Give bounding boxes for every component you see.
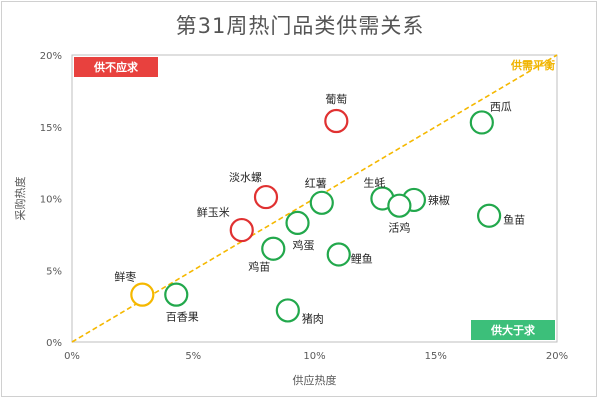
- y-axis-label: 采购热度: [13, 177, 27, 221]
- zone-badge: [74, 57, 158, 77]
- point-label: 红薯: [305, 177, 327, 190]
- point-label: 鸡苗: [248, 260, 270, 274]
- point-label: 猪肉: [302, 312, 324, 325]
- y-tick-label: 10%: [40, 195, 62, 206]
- y-tick-label: 15%: [40, 123, 62, 134]
- x-tick-label: 10%: [303, 351, 325, 362]
- point-label: 鲜枣: [114, 270, 136, 284]
- zone-label: 供不应求: [93, 60, 139, 74]
- point-label: 鲤鱼: [351, 251, 373, 265]
- scatter-point: [309, 190, 334, 215]
- scatter-point: [229, 217, 254, 243]
- scatter-point: [285, 210, 310, 235]
- y-tick-label: 5%: [46, 266, 62, 277]
- scatter-point: [326, 242, 351, 267]
- point-label: 鲜玉米: [197, 205, 230, 219]
- scatter-point: [164, 282, 189, 307]
- scatter-point: [477, 203, 502, 228]
- balance-line-label: 供需平衡: [510, 58, 555, 72]
- point-label: 生蚝: [363, 176, 385, 190]
- y-tick-label: 0%: [46, 338, 62, 349]
- scatter-point: [469, 110, 494, 135]
- zone-label: 供大于求: [490, 323, 536, 337]
- point-label: 葡萄: [325, 93, 347, 106]
- plot-area: [71, 54, 558, 343]
- x-tick-label: 15%: [425, 351, 447, 362]
- scatter-point: [324, 108, 349, 134]
- x-tick-label: 0%: [64, 351, 80, 362]
- point-label: 鱼苗: [503, 213, 525, 227]
- scatter-point: [275, 298, 300, 323]
- point-label: 西瓜: [490, 100, 512, 113]
- scatter-point: [387, 193, 412, 218]
- point-label: 淡水螺: [229, 171, 262, 184]
- point-label: 辣椒: [428, 193, 450, 207]
- x-tick-label: 20%: [546, 351, 568, 362]
- scatter-point: [130, 282, 155, 307]
- point-label: 活鸡: [388, 221, 410, 235]
- x-axis-label: 供应热度: [293, 373, 337, 387]
- y-tick-label: 20%: [40, 51, 62, 62]
- scatter-point: [253, 184, 279, 210]
- x-tick-label: 5%: [185, 351, 201, 362]
- point-label: 百香果: [166, 311, 199, 324]
- chart-title: 第31周热门品类供需关系: [175, 14, 425, 38]
- scatter-point: [261, 236, 286, 261]
- zone-badge: [471, 320, 555, 340]
- point-label: 鸡蛋: [293, 238, 315, 252]
